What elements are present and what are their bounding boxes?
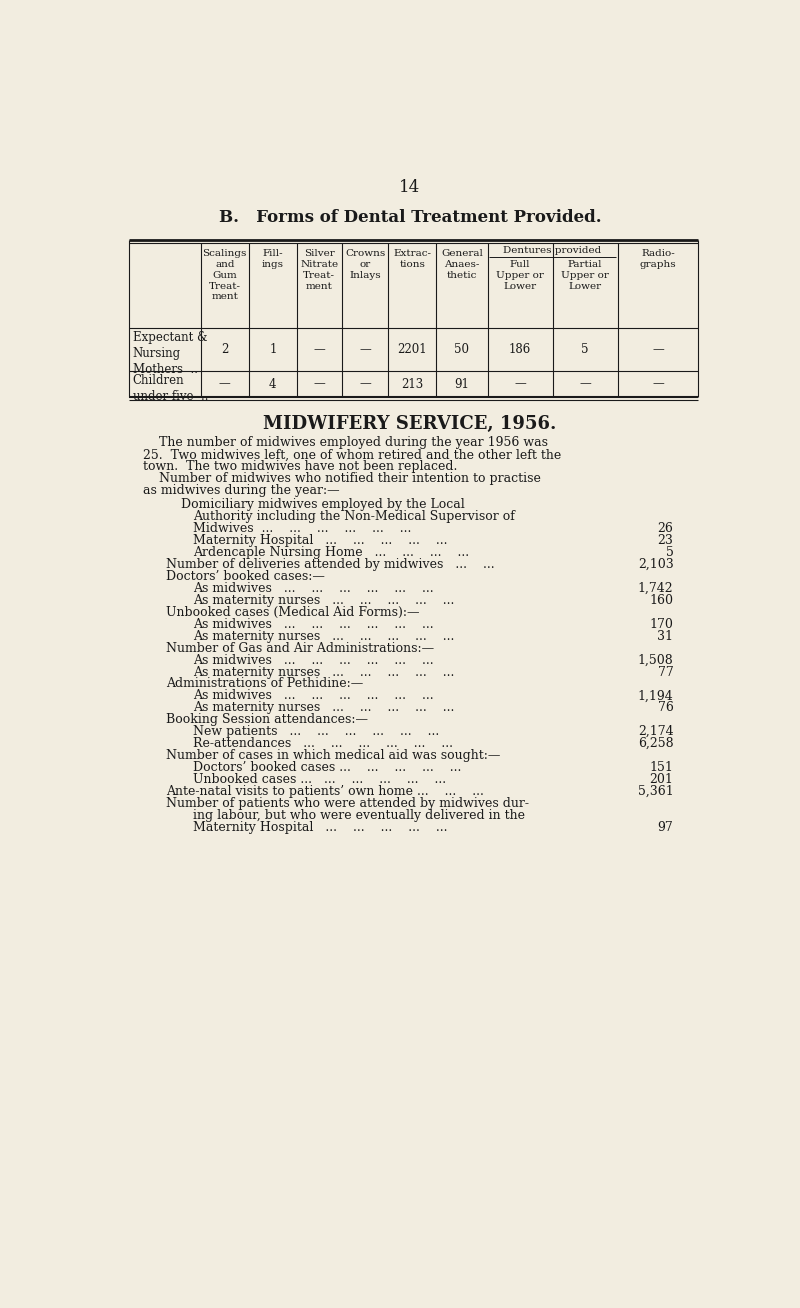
Text: As maternity nurses   ...    ...    ...    ...    ...: As maternity nurses ... ... ... ... ...	[193, 701, 454, 714]
Text: 151: 151	[650, 761, 674, 774]
Text: —: —	[314, 343, 326, 356]
Text: Ardencaple Nursing Home   ...    ...    ...    ...: Ardencaple Nursing Home ... ... ... ...	[193, 547, 469, 560]
Text: 4: 4	[269, 378, 277, 391]
Text: General
Anaes-
thetic: General Anaes- thetic	[441, 250, 483, 280]
Text: As midwives   ...    ...    ...    ...    ...    ...: As midwives ... ... ... ... ... ...	[193, 582, 434, 595]
Text: 160: 160	[650, 594, 674, 607]
Text: As maternity nurses   ...    ...    ...    ...    ...: As maternity nurses ... ... ... ... ...	[193, 629, 454, 642]
Text: New patients   ...    ...    ...    ...    ...    ...: New patients ... ... ... ... ... ...	[193, 725, 439, 738]
Text: Expectant &
Nursing
Mothers  ..: Expectant & Nursing Mothers ..	[133, 331, 207, 375]
Text: —: —	[652, 378, 664, 391]
Text: 50: 50	[454, 343, 470, 356]
Text: —: —	[514, 378, 526, 391]
Text: 2,103: 2,103	[638, 559, 674, 572]
Text: Booking Session attendances:—: Booking Session attendances:—	[166, 713, 368, 726]
Text: 170: 170	[650, 617, 674, 630]
Text: Maternity Hospital   ...    ...    ...    ...    ...: Maternity Hospital ... ... ... ... ...	[193, 820, 447, 833]
Text: Midwives  ...    ...    ...    ...    ...    ...: Midwives ... ... ... ... ... ...	[193, 522, 411, 535]
Text: Scalings
and
Gum
Treat-
ment: Scalings and Gum Treat- ment	[202, 250, 247, 301]
Text: Number of Gas and Air Administrations:—: Number of Gas and Air Administrations:—	[166, 642, 434, 655]
Text: Doctors’ booked cases ...    ...    ...    ...    ...: Doctors’ booked cases ... ... ... ... ..…	[193, 761, 462, 774]
Text: As midwives   ...    ...    ...    ...    ...    ...: As midwives ... ... ... ... ... ...	[193, 654, 434, 667]
Text: 1,742: 1,742	[638, 582, 674, 595]
Text: 186: 186	[509, 343, 531, 356]
Text: —: —	[579, 378, 591, 391]
Text: The number of midwives employed during the year 1956 was: The number of midwives employed during t…	[142, 437, 548, 450]
Text: —: —	[219, 378, 230, 391]
Text: —: —	[359, 378, 371, 391]
Text: As midwives   ...    ...    ...    ...    ...    ...: As midwives ... ... ... ... ... ...	[193, 617, 434, 630]
Text: MIDWIFERY SERVICE, 1956.: MIDWIFERY SERVICE, 1956.	[263, 415, 557, 433]
Text: Unbooked cases (Medical Aid Forms):—: Unbooked cases (Medical Aid Forms):—	[166, 606, 419, 619]
Text: Administrations of Pethidine:—: Administrations of Pethidine:—	[166, 678, 363, 691]
Text: 14: 14	[399, 178, 421, 195]
Text: 5,361: 5,361	[638, 785, 674, 798]
Text: Number of cases in which medical aid was sought:—: Number of cases in which medical aid was…	[166, 749, 500, 763]
Text: 31: 31	[658, 629, 674, 642]
Text: 6,258: 6,258	[638, 738, 674, 751]
Text: 2: 2	[221, 343, 229, 356]
Text: 77: 77	[658, 666, 674, 679]
Text: Ante-natal visits to patients’ own home ...    ...    ...: Ante-natal visits to patients’ own home …	[166, 785, 484, 798]
Text: B.   Forms of Dental Treatment Provided.: B. Forms of Dental Treatment Provided.	[218, 209, 602, 226]
Text: Partial
Upper or
Lower: Partial Upper or Lower	[562, 260, 609, 290]
Text: As maternity nurses   ...    ...    ...    ...    ...: As maternity nurses ... ... ... ... ...	[193, 666, 454, 679]
Text: 25.  Two midwives left, one of whom retired and the other left the: 25. Two midwives left, one of whom retir…	[142, 449, 561, 462]
Text: 213: 213	[401, 378, 423, 391]
Text: Domiciliary midwives employed by the Local: Domiciliary midwives employed by the Loc…	[182, 498, 465, 511]
Text: 1,194: 1,194	[638, 689, 674, 702]
Text: Unbooked cases ...   ...    ...    ...    ...    ...: Unbooked cases ... ... ... ... ... ...	[193, 773, 446, 786]
Text: As midwives   ...    ...    ...    ...    ...    ...: As midwives ... ... ... ... ... ...	[193, 689, 434, 702]
Text: 5: 5	[666, 547, 674, 560]
Text: Children
under five  ..: Children under five ..	[133, 374, 208, 403]
Text: 201: 201	[650, 773, 674, 786]
Text: Extrac-
tions: Extrac- tions	[394, 250, 431, 269]
Text: town.  The two midwives have not been replaced.: town. The two midwives have not been rep…	[142, 460, 457, 473]
Text: 23: 23	[658, 534, 674, 547]
Text: 5: 5	[582, 343, 589, 356]
Text: Number of patients who were attended by midwives dur-: Number of patients who were attended by …	[166, 797, 529, 810]
Text: ing labour, but who were eventually delivered in the: ing labour, but who were eventually deli…	[193, 808, 525, 821]
Text: Number of midwives who notified their intention to practise: Number of midwives who notified their in…	[142, 472, 541, 485]
Text: Full
Upper or
Lower: Full Upper or Lower	[496, 260, 544, 290]
Text: 2201: 2201	[398, 343, 427, 356]
Text: 1,508: 1,508	[638, 654, 674, 667]
Text: Crowns
or
Inlays: Crowns or Inlays	[345, 250, 385, 280]
Text: Number of deliveries attended by midwives   ...    ...: Number of deliveries attended by midwive…	[166, 559, 494, 572]
Text: 91: 91	[454, 378, 470, 391]
Text: 2,174: 2,174	[638, 725, 674, 738]
Text: Maternity Hospital   ...    ...    ...    ...    ...: Maternity Hospital ... ... ... ... ...	[193, 534, 447, 547]
Text: —: —	[314, 378, 326, 391]
Text: Silver
Nitrate
Treat-
ment: Silver Nitrate Treat- ment	[300, 250, 338, 290]
Text: 97: 97	[658, 820, 674, 833]
Text: as midwives during the year:—: as midwives during the year:—	[142, 484, 339, 497]
Text: Doctors’ booked cases:—: Doctors’ booked cases:—	[166, 570, 325, 583]
Text: Re-attendances   ...    ...    ...    ...    ...    ...: Re-attendances ... ... ... ... ... ...	[193, 738, 453, 751]
Text: Fill-
ings: Fill- ings	[262, 250, 284, 269]
Text: 1: 1	[269, 343, 277, 356]
Text: Radio-
graphs: Radio- graphs	[640, 250, 676, 269]
Text: Authority including the Non-Medical Supervisor of: Authority including the Non-Medical Supe…	[193, 510, 515, 523]
Text: —: —	[652, 343, 664, 356]
Text: 26: 26	[658, 522, 674, 535]
Text: Dentures provided: Dentures provided	[503, 246, 602, 255]
Text: As maternity nurses   ...    ...    ...    ...    ...: As maternity nurses ... ... ... ... ...	[193, 594, 454, 607]
Text: 76: 76	[658, 701, 674, 714]
Text: —: —	[359, 343, 371, 356]
